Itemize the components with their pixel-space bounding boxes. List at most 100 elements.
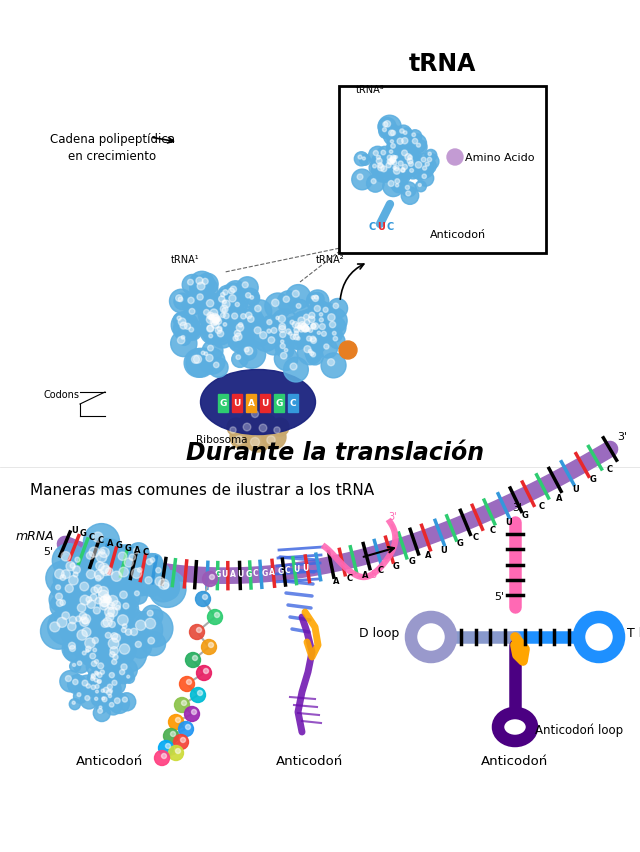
Circle shape: [120, 670, 125, 675]
Circle shape: [108, 606, 146, 644]
Circle shape: [381, 159, 399, 177]
Circle shape: [400, 130, 404, 134]
Circle shape: [106, 690, 112, 695]
Circle shape: [66, 561, 75, 571]
Circle shape: [312, 324, 319, 330]
Circle shape: [196, 274, 218, 296]
Circle shape: [383, 155, 403, 175]
Circle shape: [94, 678, 98, 682]
Circle shape: [200, 307, 226, 332]
Circle shape: [362, 158, 365, 161]
Circle shape: [120, 591, 127, 599]
Circle shape: [396, 146, 417, 167]
Circle shape: [229, 319, 256, 345]
Circle shape: [316, 310, 328, 323]
Text: G: G: [589, 475, 596, 484]
Circle shape: [394, 169, 400, 175]
Circle shape: [79, 593, 109, 624]
Circle shape: [321, 332, 326, 337]
Circle shape: [147, 559, 152, 565]
Circle shape: [99, 562, 125, 589]
Text: G: G: [80, 529, 86, 538]
Circle shape: [94, 610, 127, 643]
Circle shape: [263, 326, 278, 341]
Circle shape: [273, 314, 285, 326]
Circle shape: [57, 618, 67, 628]
FancyBboxPatch shape: [339, 87, 546, 254]
Circle shape: [86, 657, 106, 676]
Circle shape: [284, 358, 308, 383]
Circle shape: [129, 636, 152, 659]
Circle shape: [177, 317, 181, 321]
Circle shape: [303, 326, 308, 331]
Circle shape: [280, 344, 285, 349]
Circle shape: [64, 641, 85, 662]
Circle shape: [149, 571, 186, 607]
Circle shape: [254, 327, 261, 334]
Circle shape: [89, 555, 126, 592]
Circle shape: [50, 594, 74, 619]
Circle shape: [150, 558, 155, 562]
Circle shape: [96, 666, 111, 682]
Circle shape: [123, 603, 129, 609]
Circle shape: [283, 296, 289, 303]
Circle shape: [388, 157, 405, 175]
Circle shape: [93, 532, 103, 543]
Circle shape: [104, 607, 115, 617]
Circle shape: [96, 562, 104, 570]
Circle shape: [302, 326, 308, 332]
Circle shape: [73, 573, 78, 577]
Circle shape: [291, 328, 305, 343]
Text: A: A: [248, 399, 255, 408]
Circle shape: [316, 315, 330, 330]
Circle shape: [405, 154, 412, 161]
Circle shape: [182, 292, 205, 315]
Bar: [260, 394, 270, 412]
Circle shape: [281, 346, 294, 359]
Circle shape: [265, 294, 291, 320]
Circle shape: [209, 575, 214, 580]
Circle shape: [200, 320, 225, 345]
Circle shape: [228, 289, 234, 295]
Circle shape: [89, 582, 125, 619]
Circle shape: [214, 613, 220, 618]
Text: U: U: [506, 518, 512, 527]
Circle shape: [77, 613, 97, 634]
Circle shape: [112, 681, 117, 686]
Circle shape: [108, 694, 111, 698]
Circle shape: [201, 349, 214, 362]
Circle shape: [395, 180, 399, 184]
Circle shape: [373, 152, 378, 157]
Circle shape: [91, 656, 105, 671]
Circle shape: [95, 570, 104, 580]
Circle shape: [407, 159, 413, 164]
Circle shape: [214, 363, 219, 368]
Circle shape: [81, 592, 101, 613]
Circle shape: [60, 615, 90, 646]
Circle shape: [168, 746, 184, 761]
Circle shape: [184, 304, 204, 325]
Circle shape: [157, 578, 179, 600]
Circle shape: [203, 303, 230, 331]
Circle shape: [401, 170, 405, 173]
Text: tRNA¹: tRNA¹: [171, 255, 199, 265]
Circle shape: [124, 623, 150, 648]
Circle shape: [234, 320, 250, 336]
Circle shape: [328, 314, 335, 322]
Circle shape: [197, 295, 204, 301]
Circle shape: [83, 651, 86, 655]
Circle shape: [220, 306, 228, 314]
Circle shape: [409, 157, 433, 181]
Circle shape: [91, 685, 95, 690]
Bar: [274, 394, 284, 412]
Circle shape: [302, 332, 320, 350]
Circle shape: [371, 154, 392, 175]
Circle shape: [295, 324, 300, 329]
Circle shape: [101, 596, 126, 622]
Circle shape: [319, 319, 323, 323]
Circle shape: [239, 413, 261, 435]
Circle shape: [124, 673, 134, 683]
Circle shape: [73, 567, 81, 573]
Circle shape: [86, 552, 94, 560]
Circle shape: [186, 680, 191, 685]
